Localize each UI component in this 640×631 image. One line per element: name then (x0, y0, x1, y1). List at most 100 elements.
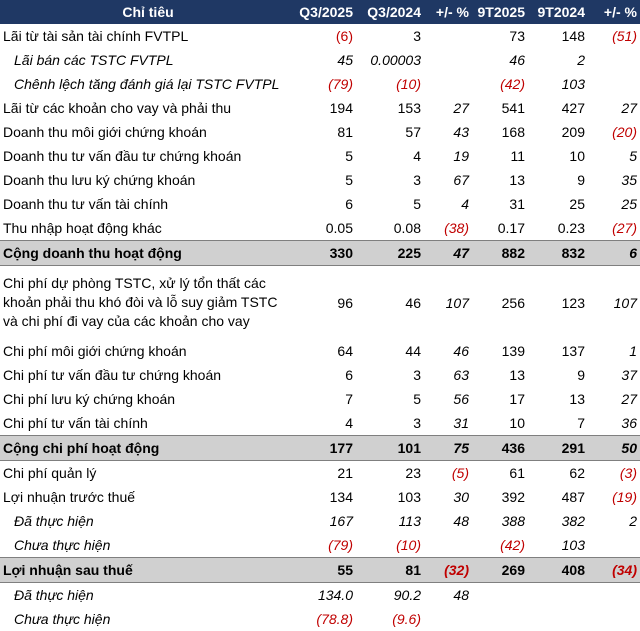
row-value: 10 (509, 415, 525, 431)
row-value: 139 (501, 343, 525, 359)
row-value: 55 (296, 557, 356, 583)
row-value: 4 (413, 148, 421, 164)
row-value: 103 (397, 489, 421, 505)
table-row: Lãi từ các khoản cho vay và phải thu 194 1… (0, 96, 640, 120)
row-value: (3) (619, 465, 637, 481)
row-value (588, 533, 640, 558)
row-value: 30 (453, 489, 469, 505)
table-row: Chi phí môi giới chứng khoán 64 44 46 139 137… (0, 339, 640, 363)
row-label: Doanh thu tư vấn tài chính (3, 195, 169, 212)
row-value: 7 (345, 391, 353, 407)
row-value: 134.0 (317, 587, 353, 603)
row-value: 45 (337, 52, 353, 68)
row-value: 7 (577, 415, 585, 431)
row-label: Đã thực hiện (14, 586, 94, 603)
row-value: 25 (621, 196, 637, 212)
row-value: (10) (396, 76, 421, 92)
row-value: 103 (561, 537, 585, 553)
table-row: Chi phí tư vấn đầu tư chứng khoán 6 3 63 13 9… (0, 363, 640, 387)
row-value: 153 (397, 100, 421, 116)
row-label: Thu nhập hoạt động khác (3, 219, 162, 236)
row-value: 3 (413, 415, 421, 431)
row-value: 44 (405, 343, 421, 359)
row-label: Chi phí môi giới chứng khoán (3, 342, 187, 359)
table-row: Lợi nhuận trước thuế 134 103 30 392 487 (19) (0, 485, 640, 509)
row-value: 43 (453, 124, 469, 140)
row-value: (51) (612, 28, 637, 44)
row-value: 31 (509, 196, 525, 212)
row-value (472, 607, 528, 631)
row-value: 103 (561, 76, 585, 92)
row-value: 541 (501, 100, 525, 116)
row-value: 9 (577, 172, 585, 188)
row-value: 168 (501, 124, 525, 140)
row-value (528, 607, 588, 631)
row-value: 50 (588, 435, 640, 461)
row-value: 408 (528, 557, 588, 583)
row-value: (79) (328, 537, 353, 553)
row-label: Chi phí tư vấn đầu tư chứng khoán (3, 366, 222, 383)
row-value: (27) (612, 220, 637, 236)
row-label: Chi phí tư vấn tài chính (3, 414, 148, 431)
row-label: Đã thực hiện (14, 512, 94, 529)
row-value (588, 72, 640, 96)
row-label: Chưa thực hiện (14, 610, 111, 627)
row-value (588, 583, 640, 608)
row-value (424, 607, 472, 631)
row-value: 63 (453, 367, 469, 383)
table-row: Cộng doanh thu hoạt động 330 225 47 882 832 6 (0, 240, 640, 266)
row-value: 27 (621, 391, 637, 407)
row-value: (42) (500, 537, 525, 553)
row-value: 177 (296, 435, 356, 461)
row-value: 17 (509, 391, 525, 407)
row-value: 0.08 (393, 220, 421, 236)
header-q3-2025: Q3/2025 (296, 0, 356, 24)
row-value (424, 533, 472, 558)
row-value: 0.05 (325, 220, 353, 236)
row-value: 11 (510, 148, 525, 164)
row-value: 113 (398, 513, 421, 529)
row-value: (9.6) (392, 611, 421, 627)
row-label: Lãi từ tài sản tài chính FVTPL (3, 27, 189, 44)
row-value (472, 583, 528, 608)
table-row: Lãi từ tài sản tài chính FVTPL (6) 3 73 148 (… (0, 24, 640, 48)
table-row: Doanh thu tư vấn tài chính 6 5 4 31 25 25 (0, 192, 640, 216)
row-value: 36 (621, 415, 637, 431)
row-value: 4 (461, 196, 469, 212)
row-value: 3 (413, 28, 421, 44)
row-value: 31 (453, 415, 469, 431)
row-value: 134 (329, 489, 353, 505)
table-row: Chi phí dự phòng TSTC, xử lý tổn thất cá… (0, 266, 640, 340)
row-value (424, 24, 472, 48)
row-value: (34) (588, 557, 640, 583)
header-q3-2024: Q3/2024 (356, 0, 424, 24)
row-value: 148 (561, 28, 585, 44)
row-value: 27 (453, 100, 469, 116)
table-row: Chi phí quản lý 21 23 (5) 61 62 (3) (0, 461, 640, 486)
row-value: 61 (509, 465, 525, 481)
row-label: Chưa thực hiện (14, 536, 111, 553)
row-value: (78.8) (316, 611, 353, 627)
header-change-quarter: +/- % (424, 0, 472, 24)
row-value: 882 (472, 240, 528, 266)
table-row: Thu nhập hoạt động khác 0.05 0.08 (38) 0.17 0… (0, 216, 640, 241)
row-value: 81 (356, 557, 424, 583)
row-value: 46 (509, 52, 525, 68)
row-value: 291 (528, 435, 588, 461)
row-value: 13 (509, 172, 525, 188)
row-value: 21 (337, 465, 353, 481)
row-value: 5 (345, 148, 353, 164)
row-value: 64 (337, 343, 353, 359)
table-row: Đã thực hiện 134.0 90.2 48 (0, 583, 640, 608)
row-value: 6 (588, 240, 640, 266)
table-row: Chưa thực hiện (78.8) (9.6) (0, 607, 640, 631)
row-value (528, 583, 588, 608)
row-value: 330 (296, 240, 356, 266)
row-value: 2 (629, 513, 637, 529)
row-value: 107 (613, 294, 637, 311)
table-row: Doanh thu lưu ký chứng khoán 5 3 67 13 9 35 (0, 168, 640, 192)
row-value (588, 607, 640, 631)
row-value: 2 (577, 52, 585, 68)
row-value: 0.00003 (370, 52, 421, 68)
